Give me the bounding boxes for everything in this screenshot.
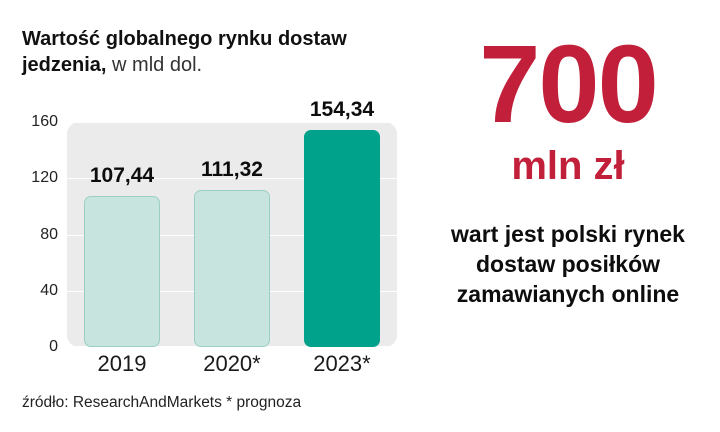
y-tick-0: 0 xyxy=(49,338,58,355)
source-note: źródło: ResearchAndMarkets * prognoza xyxy=(22,394,302,411)
x-axis: 2019 2020* 2023* xyxy=(67,351,397,377)
bar-group-2023: 154,34 xyxy=(287,98,397,347)
chart-title-units: w mld dol. xyxy=(112,54,203,76)
bar-group-2020: 111,32 xyxy=(177,122,287,347)
y-tick-40: 40 xyxy=(40,281,58,299)
bar-value-2019: 107,44 xyxy=(89,163,155,187)
headline-unit: mln zł xyxy=(511,144,625,188)
bar-value-2020: 111,32 xyxy=(201,158,263,182)
x-label-2023: 2023* xyxy=(313,351,371,376)
bar-2019 xyxy=(83,195,160,347)
bar-2023 xyxy=(303,129,380,347)
bar-2020 xyxy=(193,190,270,347)
bars: 107,44 111,32 154,34 xyxy=(67,98,397,347)
bar-group-2019: 107,44 xyxy=(67,122,177,347)
bar-value-2023: 154,34 xyxy=(309,97,375,121)
headline-desc-line-1: wart jest polski rynek xyxy=(451,221,685,247)
bar-chart: 160 120 80 40 0 107,44 111,32 xyxy=(22,98,397,376)
gridline xyxy=(67,178,397,180)
y-tick-160: 160 xyxy=(31,113,58,130)
y-axis: 160 120 80 40 0 xyxy=(22,113,58,355)
y-tick-120: 120 xyxy=(31,169,58,187)
gridline xyxy=(67,122,397,123)
x-label-2020: 2020* xyxy=(203,351,261,376)
headline-desc-line-2: dostaw posiłków xyxy=(475,250,661,277)
chart-title-bold: Wartość globalnego rynku dostaw jedzenia… xyxy=(22,28,347,76)
plot-area: 107,44 111,32 154,34 xyxy=(67,98,397,347)
headline-panel: 700 mln zł wart jest polski rynek dostaw… xyxy=(418,30,718,310)
headline-description: wart jest polski rynek dostaw posiłków z… xyxy=(418,220,718,310)
headline-desc-line-3: zamawianych online xyxy=(456,280,680,307)
y-tick-80: 80 xyxy=(40,225,58,243)
x-label-2019: 2019 xyxy=(97,351,147,376)
headline-number: 700 xyxy=(479,23,659,146)
chart-title: Wartość globalnego rynku dostaw jedzenia… xyxy=(22,26,387,78)
